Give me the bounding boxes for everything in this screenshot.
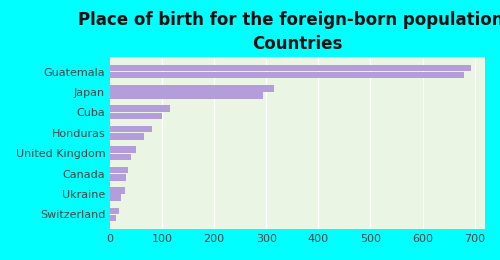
Title: Place of birth for the foreign-born population -
Countries: Place of birth for the foreign-born popu… — [78, 11, 500, 53]
Bar — [110, 126, 152, 132]
Bar — [110, 194, 122, 201]
Bar — [110, 154, 131, 160]
Bar — [110, 92, 262, 99]
Bar — [110, 64, 471, 71]
Bar — [110, 174, 126, 181]
Bar — [110, 146, 136, 153]
Bar — [110, 215, 116, 222]
Bar — [110, 207, 120, 214]
Bar — [110, 72, 464, 79]
Bar — [110, 167, 128, 173]
Bar — [110, 187, 124, 194]
Bar — [110, 85, 274, 92]
Bar — [110, 105, 170, 112]
Bar — [110, 133, 144, 140]
Bar — [110, 113, 162, 119]
